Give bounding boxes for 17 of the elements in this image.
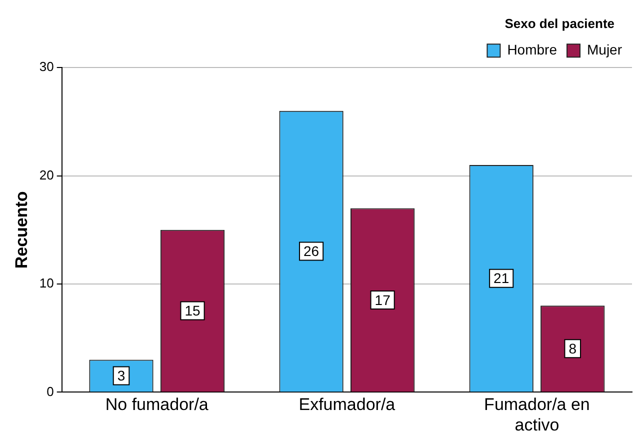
data-label: 17 bbox=[374, 292, 391, 308]
data-label: 3 bbox=[117, 368, 126, 384]
data-label: 8 bbox=[568, 340, 577, 357]
data-label: 21 bbox=[494, 270, 510, 286]
data-label: 15 bbox=[184, 302, 201, 319]
legend-title: Sexo del paciente bbox=[504, 16, 615, 32]
x-tick-label: Fumador/a en activo bbox=[484, 395, 590, 434]
legend-label: Mujer bbox=[586, 41, 622, 58]
y-tick-label: 20 bbox=[39, 167, 54, 182]
y-tick-label: 10 bbox=[39, 276, 54, 291]
x-tick-label: Exfumador/a bbox=[298, 395, 396, 414]
y-tick-label: 30 bbox=[39, 59, 54, 74]
x-tick-label: No fumador/a bbox=[105, 395, 209, 414]
data-label: 26 bbox=[304, 243, 320, 260]
y-tick-label: 0 bbox=[46, 384, 54, 399]
y-axis-title: Recuento bbox=[12, 191, 31, 269]
legend-label: Hombre bbox=[507, 41, 558, 58]
